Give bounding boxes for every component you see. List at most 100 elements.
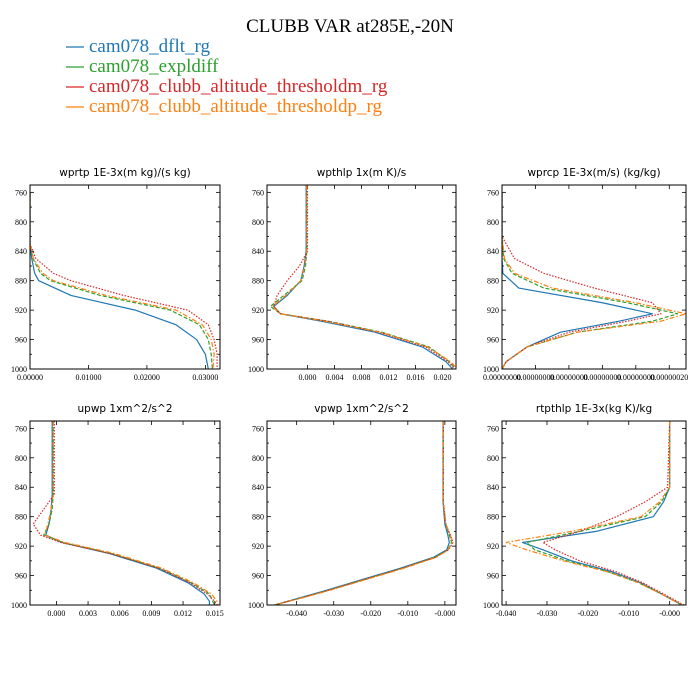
x-tick-label: 0.00000000 <box>583 373 621 382</box>
panel-title: wpthlp 1x(m K)/s <box>317 167 407 179</box>
series-line-cam078_clubb_altitude_thresholdm_rg <box>30 192 218 369</box>
y-tick-label: 840 <box>252 247 264 256</box>
x-tick-label: 0.02000 <box>134 373 160 382</box>
x-tick-label: 0.009 <box>142 609 160 618</box>
legend-label: cam078_clubb_altitude_thresholdm_rg <box>89 76 388 97</box>
x-tick-label: 0.012 <box>380 373 398 382</box>
chart-panel: upwp 1xm^2/s^2 760 800 840 880 920 960 1000 0.00… <box>11 403 224 618</box>
x-tick-label: 0.000 <box>47 609 65 618</box>
y-tick-label: 800 <box>252 218 264 227</box>
y-tick-label: 960 <box>252 572 264 581</box>
legend-item: cam078_clubb_altitude_thresholdp_rg <box>66 96 383 117</box>
series-line-cam078_dflt_rg <box>502 192 654 369</box>
panel-title: wprtp 1E-3x(m kg)/(s kg) <box>59 167 190 179</box>
series-line-cam078_expldiff <box>502 192 679 369</box>
y-tick-label: 920 <box>487 306 499 315</box>
series-line-cam078_expldiff <box>30 192 213 369</box>
y-tick-label: 1000 <box>11 365 27 374</box>
chart-panel: wprcp 1E-3x(m/s) (kg/kg) 760 800 840 880 920 9… <box>483 167 688 382</box>
series-line-cam078_clubb_altitude_thresholdp_rg <box>271 185 456 369</box>
x-tick-label: 0.00000000 <box>550 373 588 382</box>
series-group <box>30 192 218 369</box>
legend-label: cam078_expldiff <box>89 56 219 77</box>
series-line-cam078_dflt_rg <box>521 421 683 605</box>
y-tick-label: 840 <box>252 483 264 492</box>
x-tick-label: 0.00000000 <box>617 373 655 382</box>
series-line-cam078_clubb_altitude_thresholdm_rg <box>542 421 685 605</box>
series-line-cam078_clubb_altitude_thresholdm_rg <box>32 421 218 605</box>
series-line-cam078_clubb_altitude_thresholdp_rg <box>502 192 686 369</box>
x-tick-label: -0.040 <box>496 609 517 618</box>
plot-frame <box>29 420 221 606</box>
x-tick-label: 0.01000 <box>75 373 101 382</box>
y-tick-label: 840 <box>15 247 27 256</box>
series-line-cam078_clubb_altitude_thresholdp_rg <box>44 421 219 605</box>
y-tick-label: 960 <box>487 572 499 581</box>
y-tick-label: 1000 <box>11 601 27 610</box>
y-tick-label: 920 <box>15 306 27 315</box>
x-tick-label: 0.00000020 <box>650 373 688 382</box>
y-tick-label: 760 <box>15 188 27 197</box>
y-tick-label: 920 <box>252 542 264 551</box>
y-tick-label: 880 <box>15 277 27 286</box>
series-line-cam078_dflt_rg <box>274 421 450 605</box>
x-tick-label: -0.010 <box>618 609 639 618</box>
panel-title: upwp 1xm^2/s^2 <box>78 403 173 415</box>
panel-title: rtpthlp 1E-3x(kg K)/kg <box>536 403 652 415</box>
series-line-cam078_clubb_altitude_thresholdp_rg <box>30 192 215 369</box>
legend-item: cam078_expldiff <box>66 56 219 77</box>
x-tick-label: 0.016 <box>407 373 425 382</box>
series-line-cam078_expldiff <box>525 421 683 605</box>
legend-label: cam078_clubb_altitude_thresholdp_rg <box>89 96 383 117</box>
legend-label: cam078_dflt_rg <box>89 36 211 57</box>
series-line-cam078_dflt_rg <box>273 185 454 369</box>
series-line-cam078_clubb_altitude_thresholdp_rg <box>274 421 453 605</box>
y-tick-label: 880 <box>252 513 264 522</box>
legend: cam078_dflt_rgcam078_expldiffcam078_club… <box>66 36 388 117</box>
series-line-cam078_expldiff <box>274 421 453 605</box>
plot-frame <box>501 420 687 606</box>
y-tick-label: 880 <box>252 277 264 286</box>
x-tick-label: -0.030 <box>323 609 344 618</box>
plot-frame <box>501 184 687 370</box>
y-tick-label: 880 <box>15 513 27 522</box>
y-tick-label: 760 <box>487 188 499 197</box>
series-line-cam078_clubb_altitude_thresholdm_rg <box>274 421 454 605</box>
y-tick-label: 920 <box>252 306 264 315</box>
y-tick-label: 800 <box>15 218 27 227</box>
x-tick-label: -0.030 <box>537 609 558 618</box>
chart-panel: vpwp 1xm^2/s^2 760 800 840 880 920 960 1000 -0.0… <box>248 403 457 618</box>
y-tick-label: 840 <box>487 247 499 256</box>
y-tick-label: 800 <box>252 454 264 463</box>
y-tick-label: 800 <box>487 218 499 227</box>
x-tick-label: 0.015 <box>206 609 224 618</box>
series-line-cam078_dflt_rg <box>30 192 209 369</box>
y-tick-label: 960 <box>15 572 27 581</box>
x-tick-label: -0.000 <box>435 609 456 618</box>
x-tick-label: 0.020 <box>434 373 452 382</box>
series-group <box>32 421 219 605</box>
x-tick-label: 0.004 <box>326 373 344 382</box>
y-tick-label: 760 <box>15 424 27 433</box>
y-tick-label: 840 <box>15 483 27 492</box>
y-tick-label: 760 <box>487 424 499 433</box>
series-line-cam078_clubb_altitude_thresholdm_rg <box>273 185 456 369</box>
x-tick-label: -0.020 <box>360 609 381 618</box>
series-group <box>274 421 454 605</box>
series-group <box>502 192 686 369</box>
series-group <box>505 421 685 605</box>
y-tick-label: 800 <box>15 454 27 463</box>
series-group <box>269 185 456 369</box>
chart-panel: rtpthlp 1E-3x(kg K)/kg 760 800 840 880 920 960… <box>483 403 687 618</box>
x-tick-label: 0.00000000 <box>483 373 521 382</box>
y-tick-label: 960 <box>487 336 499 345</box>
series-line-cam078_expldiff <box>269 185 456 369</box>
x-tick-label: 0.000 <box>299 373 317 382</box>
figure-title: CLUBB VAR at285E,-20N <box>246 16 454 37</box>
chart-panel: wpthlp 1x(m K)/s 760 800 840 880 920 960 1000 0.… <box>248 167 457 382</box>
panel-title: wprcp 1E-3x(m/s) (kg/kg) <box>527 167 660 179</box>
y-tick-label: 1000 <box>483 601 499 610</box>
series-line-cam078_clubb_altitude_thresholdp_rg <box>505 421 683 605</box>
x-tick-label: -0.010 <box>397 609 418 618</box>
y-tick-label: 1000 <box>248 601 264 610</box>
